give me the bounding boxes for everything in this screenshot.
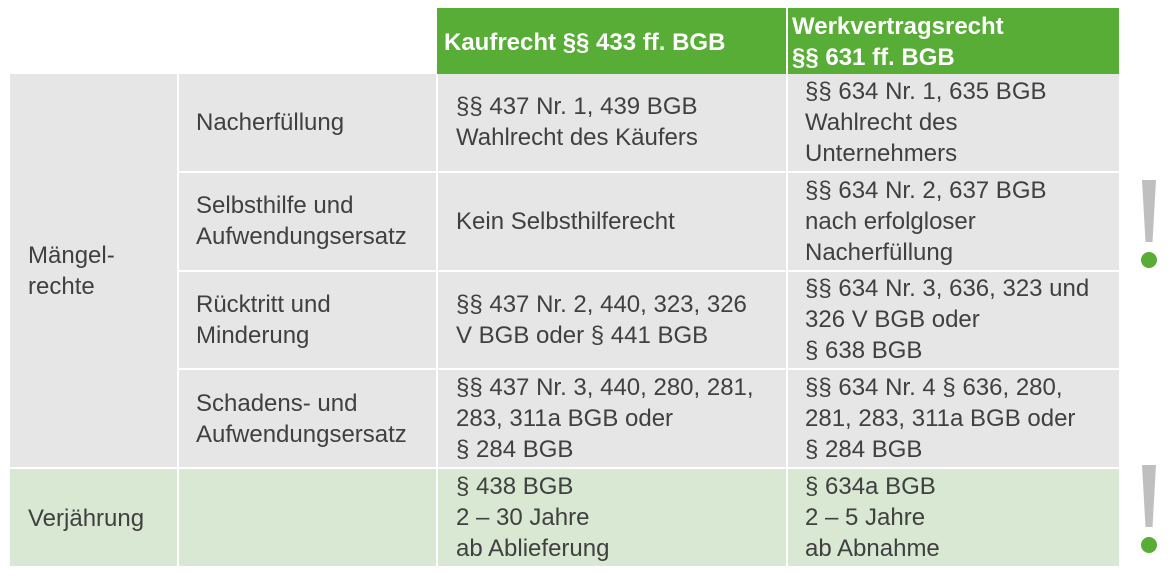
divider bbox=[178, 270, 1119, 272]
werk-nacherfuellung: §§ 634 Nr. 1, 635 BGB Wahlrecht des Unte… bbox=[805, 78, 1047, 167]
header-kaufrecht: Kaufrecht §§ 433 ff. BGB bbox=[437, 8, 787, 74]
exclamation-bar bbox=[1142, 180, 1156, 242]
exclamation-bar bbox=[1142, 465, 1156, 527]
exclamation-dot bbox=[1141, 252, 1157, 268]
divider bbox=[178, 368, 1119, 370]
right-ruecktritt: Rücktritt und Minderung bbox=[196, 291, 331, 349]
right-selbsthilfe: Selbsthilfe und Aufwendungsersatz bbox=[196, 192, 407, 250]
header-kaufrecht-label: Kaufrecht §§ 433 ff. BGB bbox=[444, 29, 726, 56]
section-label-verjaehrung: Verjährung bbox=[28, 505, 145, 532]
werk-schadensersatz: §§ 634 Nr. 4 § 636, 280, 281, 283, 311a … bbox=[805, 374, 1076, 463]
exclamation-icon bbox=[1134, 465, 1164, 557]
kauf-selbsthilfe: Kein Selbsthilferecht bbox=[456, 208, 675, 235]
header-werkvertragsrecht-label: Werkvertragsrecht §§ 631 ff. BGB bbox=[792, 13, 1004, 71]
werk-verjaehrung: § 634a BGB 2 – 5 Jahre ab Abnahme bbox=[805, 473, 940, 562]
section-verjaehrung bbox=[10, 469, 1119, 566]
kauf-schadensersatz: §§ 437 Nr. 3, 440, 280, 281, 283, 311a B… bbox=[456, 374, 754, 463]
divider bbox=[178, 171, 1119, 173]
header-werkvertragsrecht: Werkvertragsrecht §§ 631 ff. BGB bbox=[787, 8, 1119, 74]
section-label-maengelrechte: Mängel- rechte bbox=[28, 242, 115, 300]
divider bbox=[177, 74, 179, 566]
kauf-verjaehrung: § 438 BGB 2 – 30 Jahre ab Ablieferung bbox=[456, 473, 610, 562]
exclamation-icon bbox=[1134, 180, 1164, 272]
divider bbox=[10, 467, 1119, 469]
exclamation-dot bbox=[1141, 537, 1157, 553]
right-nacherfuellung: Nacherfüllung bbox=[196, 109, 345, 136]
right-schadensersatz: Schadens- und Aufwendungsersatz bbox=[196, 390, 407, 448]
kauf-ruecktritt: §§ 437 Nr. 2, 440, 323, 326 V BGB oder §… bbox=[456, 291, 747, 349]
divider bbox=[786, 8, 788, 566]
werk-selbsthilfe: §§ 634 Nr. 2, 637 BGB nach erfolgloser N… bbox=[805, 177, 1047, 266]
divider bbox=[436, 74, 438, 566]
werk-ruecktritt: §§ 634 Nr. 3, 636, 323 und 326 V BGB ode… bbox=[805, 275, 1090, 364]
kauf-nacherfuellung: §§ 437 Nr. 1, 439 BGB Wahlrecht des Käuf… bbox=[456, 93, 698, 151]
